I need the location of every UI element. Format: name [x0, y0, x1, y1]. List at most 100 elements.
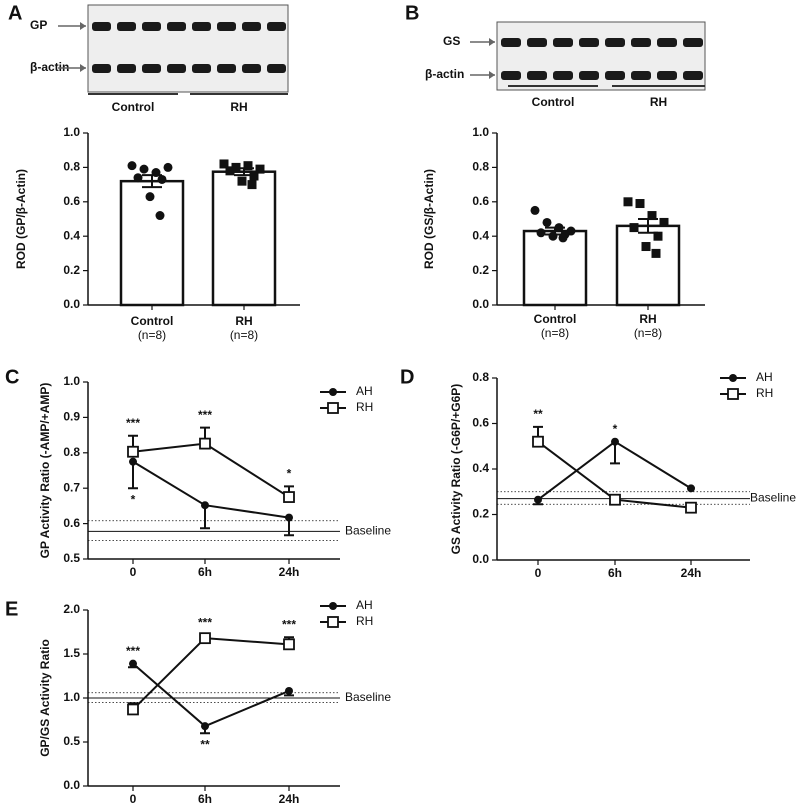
data-point — [641, 242, 651, 252]
panel-label: B — [405, 2, 419, 24]
y-tick-label: 0.8 — [63, 445, 80, 459]
blot-band — [579, 38, 599, 47]
group-label: Control — [532, 95, 575, 109]
x-tick-label: RH — [639, 312, 656, 326]
data-point — [155, 211, 165, 221]
series-line — [132, 460, 290, 519]
significance-label: ** — [200, 737, 210, 751]
data-point — [255, 164, 265, 174]
blot-arrowhead — [489, 38, 495, 46]
bar — [615, 224, 681, 307]
data-point — [635, 199, 645, 209]
data-point — [685, 501, 697, 514]
y-tick-label: 0.6 — [472, 416, 489, 430]
x-tick-label: RH — [235, 314, 252, 328]
blot-band — [117, 22, 136, 31]
panel-label: E — [5, 598, 18, 620]
data-point — [653, 231, 663, 241]
data-point — [231, 162, 241, 172]
blot-band — [553, 71, 573, 80]
blot-band — [605, 71, 625, 80]
data-point — [647, 211, 657, 221]
legend-label: RH — [356, 614, 373, 628]
y-tick-label: 0.4 — [472, 461, 489, 475]
data-point — [659, 217, 669, 227]
data-point — [249, 171, 259, 181]
panel-label: A — [8, 2, 22, 24]
legend-marker — [727, 388, 739, 400]
data-point — [243, 161, 253, 171]
data-point — [199, 632, 211, 645]
x-tick-note: (n=8) — [634, 326, 662, 340]
blot-band — [142, 22, 161, 31]
group-label: RH — [230, 100, 247, 114]
blot-image — [87, 4, 289, 93]
blot-band — [142, 64, 161, 73]
y-axis-label: ROD (GP/β-Actin) — [14, 169, 28, 269]
blot-band — [242, 64, 261, 73]
blot-arrowhead — [80, 22, 86, 30]
x-tick-label: 24h — [279, 792, 300, 804]
data-point — [201, 722, 209, 731]
legend-marker — [329, 388, 337, 396]
baseline-label: Baseline — [345, 524, 391, 538]
data-point — [127, 703, 139, 716]
y-tick-label: 2.0 — [63, 602, 80, 616]
x-tick-note: (n=8) — [541, 326, 569, 340]
blot-band — [192, 64, 211, 73]
y-tick-label: 1.0 — [472, 125, 489, 139]
baseline-label: Baseline — [345, 690, 391, 704]
data-point — [611, 437, 619, 446]
y-tick-label: 0.4 — [63, 228, 80, 242]
data-point — [219, 159, 229, 169]
y-tick-label: 1.0 — [63, 125, 80, 139]
y-tick-label: 0.4 — [472, 228, 489, 242]
x-tick-note: (n=8) — [230, 328, 258, 342]
y-tick-label: 1.5 — [63, 646, 80, 660]
series-line — [132, 662, 290, 728]
data-point — [129, 457, 137, 466]
blot-band — [117, 64, 136, 73]
y-tick-label: 0.2 — [472, 507, 489, 521]
data-point — [199, 437, 211, 450]
data-point — [145, 192, 155, 202]
y-tick-label: 0.2 — [63, 263, 80, 277]
blot-band — [267, 64, 286, 73]
data-point — [247, 180, 257, 190]
significance-label: ** — [533, 407, 543, 421]
blot-band — [527, 71, 547, 80]
y-tick-label: 0.0 — [63, 297, 80, 311]
y-tick-label: 1.0 — [63, 690, 80, 704]
data-point — [237, 176, 247, 186]
legend-marker — [329, 602, 337, 610]
data-point — [532, 435, 544, 448]
blot-band — [657, 38, 677, 47]
legend-marker — [327, 402, 339, 414]
legend-label: AH — [356, 384, 373, 398]
significance-label: * — [131, 492, 136, 506]
y-tick-label: 0.0 — [63, 778, 80, 792]
data-point — [558, 233, 568, 243]
blot-label: β-actin — [425, 67, 464, 81]
blot-band — [167, 22, 186, 31]
data-point — [283, 491, 295, 503]
y-tick-label: 1.0 — [63, 374, 80, 388]
blot-band — [605, 38, 625, 47]
series-line — [132, 442, 290, 498]
x-tick-label: 6h — [608, 566, 622, 580]
data-point — [687, 484, 695, 493]
y-tick-label: 0.8 — [472, 160, 489, 174]
y-tick-label: 0.0 — [472, 552, 489, 566]
panel-label: C — [5, 366, 19, 388]
blot-band — [217, 22, 236, 31]
error-bar — [140, 174, 164, 189]
x-tick-label: 0 — [130, 565, 137, 579]
data-point — [536, 228, 546, 238]
blot-label: β-actin — [30, 60, 69, 74]
blot-band — [501, 71, 521, 80]
blot-band — [267, 22, 286, 31]
y-tick-label: 0.8 — [63, 160, 80, 174]
y-axis-label: GP Activity Ratio (-AMP/+AMP) — [38, 383, 52, 559]
x-tick-label: 24h — [681, 566, 702, 580]
blot-band — [501, 38, 521, 47]
